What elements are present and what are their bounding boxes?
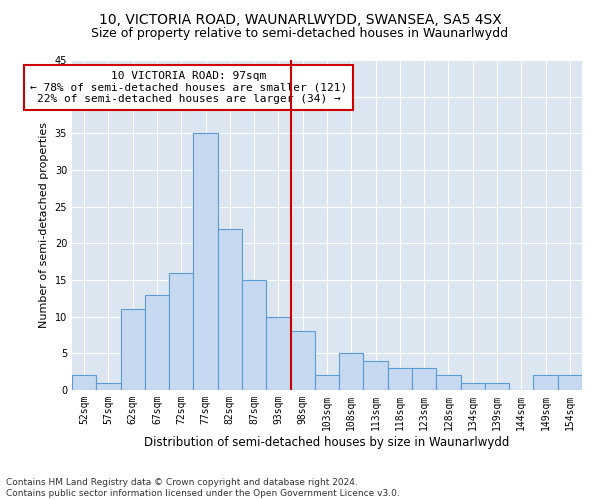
Bar (339, 354, 364, 390)
Bar (558, 376, 582, 390)
Bar (461, 382, 485, 390)
Bar (315, 376, 339, 390)
Bar (436, 376, 461, 390)
Bar (388, 368, 412, 390)
Bar (364, 360, 388, 390)
X-axis label: Distribution of semi-detached houses by size in Waunarlwydd: Distribution of semi-detached houses by … (145, 436, 509, 448)
Bar (290, 332, 315, 390)
Text: 10, VICTORIA ROAD, WAUNARLWYDD, SWANSEA, SA5 4SX: 10, VICTORIA ROAD, WAUNARLWYDD, SWANSEA,… (98, 12, 502, 26)
Text: 10 VICTORIA ROAD: 97sqm
← 78% of semi-detached houses are smaller (121)
22% of s: 10 VICTORIA ROAD: 97sqm ← 78% of semi-de… (30, 71, 347, 104)
Bar (242, 280, 266, 390)
Bar (218, 228, 242, 390)
Bar (193, 134, 218, 390)
Bar (485, 382, 509, 390)
Y-axis label: Number of semi-detached properties: Number of semi-detached properties (39, 122, 49, 328)
Bar (121, 310, 145, 390)
Bar (169, 272, 193, 390)
Bar (72, 376, 96, 390)
Bar (96, 382, 121, 390)
Bar (145, 294, 169, 390)
Text: Contains HM Land Registry data © Crown copyright and database right 2024.
Contai: Contains HM Land Registry data © Crown c… (6, 478, 400, 498)
Bar (266, 316, 290, 390)
Bar (533, 376, 558, 390)
Text: Size of property relative to semi-detached houses in Waunarlwydd: Size of property relative to semi-detach… (91, 28, 509, 40)
Bar (412, 368, 436, 390)
